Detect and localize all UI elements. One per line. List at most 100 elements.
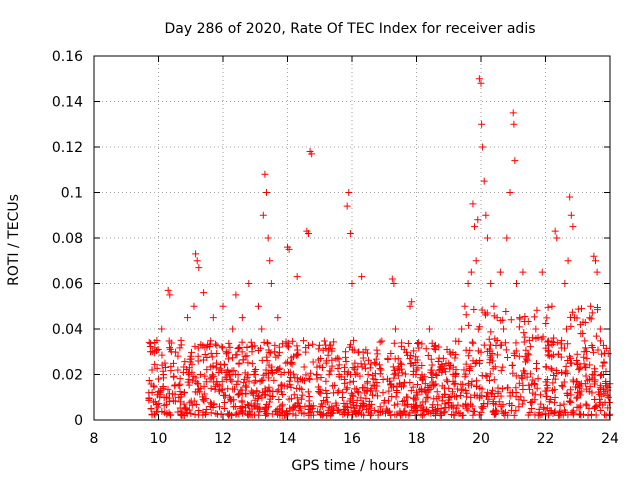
data-point	[365, 356, 373, 364]
data-point	[558, 382, 566, 390]
data-point	[443, 376, 451, 384]
data-point	[277, 371, 285, 378]
data-point	[449, 363, 457, 371]
data-point	[293, 342, 301, 350]
data-point	[305, 374, 313, 382]
data-point	[418, 376, 426, 384]
data-point	[478, 306, 486, 314]
data-point	[371, 407, 379, 415]
data-point	[575, 411, 583, 419]
data-point	[306, 376, 314, 384]
data-point	[201, 372, 209, 380]
data-point	[238, 348, 246, 356]
data-point	[510, 120, 518, 128]
data-point	[244, 400, 252, 408]
data-point	[264, 234, 272, 242]
data-point	[259, 211, 267, 219]
data-point	[190, 397, 198, 405]
data-point	[243, 352, 251, 360]
data-point	[515, 323, 523, 331]
data-point	[460, 366, 468, 374]
data-point	[562, 325, 570, 333]
data-point	[507, 316, 515, 324]
data-point	[263, 189, 271, 196]
data-point	[600, 390, 608, 398]
data-point	[576, 391, 584, 399]
data-point	[151, 344, 159, 352]
data-point	[422, 345, 430, 353]
data-point	[163, 410, 171, 418]
data-point	[479, 143, 487, 151]
data-point	[255, 392, 263, 400]
data-point	[324, 398, 332, 406]
y-tick-label: 0.14	[52, 95, 83, 111]
data-point	[159, 382, 167, 390]
data-point	[419, 407, 427, 415]
data-point	[400, 408, 408, 416]
data-point	[557, 411, 565, 419]
data-point	[394, 400, 402, 408]
data-point	[292, 351, 300, 359]
data-point	[151, 398, 159, 406]
data-point	[509, 109, 517, 117]
data-point	[216, 403, 224, 411]
data-point	[582, 400, 590, 408]
data-point	[576, 363, 584, 371]
data-point	[145, 376, 153, 384]
data-point	[569, 411, 577, 419]
data-point	[482, 372, 490, 380]
data-point	[160, 401, 168, 409]
data-point	[276, 409, 284, 417]
data-point	[467, 393, 475, 401]
data-point	[578, 305, 586, 313]
y-tick-label: 0.12	[52, 140, 83, 156]
data-point	[183, 366, 191, 374]
data-point	[587, 302, 595, 310]
data-point	[414, 340, 422, 348]
data-point	[240, 375, 248, 383]
data-point	[262, 411, 270, 419]
data-point	[421, 380, 429, 388]
data-point	[285, 377, 293, 385]
data-point	[307, 369, 315, 377]
data-point	[315, 345, 323, 353]
data-point	[524, 317, 532, 325]
data-point	[322, 359, 330, 367]
data-point	[366, 397, 374, 405]
data-point	[209, 371, 217, 379]
data-point	[367, 360, 375, 368]
data-point	[268, 363, 276, 371]
data-point	[184, 314, 192, 322]
data-point	[542, 392, 550, 400]
data-point	[341, 379, 349, 387]
data-point	[595, 388, 603, 396]
data-point	[558, 369, 566, 377]
data-point	[320, 337, 328, 345]
data-point	[381, 396, 389, 404]
data-point	[591, 404, 599, 412]
data-point	[245, 280, 253, 287]
y-tick-label: 0	[74, 413, 83, 429]
data-point	[545, 411, 553, 419]
data-point	[322, 345, 330, 353]
data-point	[238, 338, 246, 346]
data-point	[534, 334, 542, 342]
data-point	[357, 360, 365, 368]
data-point	[558, 344, 566, 352]
data-point	[208, 353, 216, 361]
data-point	[213, 349, 221, 357]
data-point	[244, 371, 252, 379]
data-point	[425, 325, 433, 333]
data-point	[188, 401, 196, 409]
data-point	[253, 400, 261, 408]
data-point	[553, 338, 561, 346]
data-point	[302, 348, 310, 356]
data-point	[536, 411, 544, 419]
data-point	[354, 363, 362, 371]
data-point	[544, 303, 552, 311]
data-point	[457, 380, 465, 388]
data-point	[335, 371, 343, 378]
data-point	[515, 379, 523, 387]
data-point	[150, 382, 158, 390]
data-point	[343, 384, 351, 392]
